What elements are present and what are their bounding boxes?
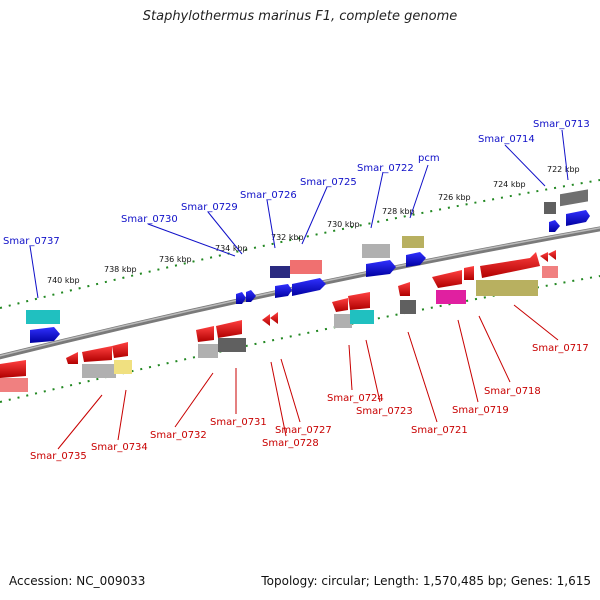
reverse-strand-track (0, 275, 600, 403)
gene-box (436, 290, 466, 304)
gene-arrow-reverse (262, 314, 270, 326)
kbp-label: 730 kbp (327, 220, 360, 229)
kbp-label: 726 kbp (438, 193, 471, 202)
gene-box (362, 244, 390, 258)
gene-box (544, 202, 556, 214)
kbp-scale: 722 kbp 724 kbp 726 kbp 728 kbp 730 kbp … (47, 165, 580, 285)
kbp-label: 722 kbp (547, 165, 580, 174)
gene-arrow-reverse (480, 252, 540, 278)
gene-arrow-reverse (196, 326, 214, 342)
gene-arrow-forward (366, 260, 396, 277)
gene-arrow-reverse (432, 270, 462, 288)
kbp-label: 732 kbp (271, 233, 304, 242)
reverse-gene-labels: Smar_0717 Smar_0718 Smar_0719 Smar_0721 … (30, 343, 589, 462)
gene-label: Smar_0718 (484, 386, 541, 397)
accession-text: Accession: NC_009033 (9, 574, 146, 588)
gene-label: Smar_0714 (478, 134, 535, 145)
kbp-label: 738 kbp (104, 265, 137, 274)
gene-label: Smar_0731 (210, 417, 267, 428)
gene-box (350, 310, 374, 324)
gene-arrow-forward (236, 292, 246, 304)
gene-arrow-reverse (112, 342, 128, 358)
gene-label: Smar_0719 (452, 405, 509, 416)
gene-box (476, 280, 538, 296)
gene-box (290, 260, 322, 274)
gene-label: Smar_0717 (532, 343, 589, 354)
gene-label: Smar_0713 (533, 119, 590, 130)
gene-arrow-reverse (348, 292, 370, 310)
gene-arrow-reverse (270, 312, 278, 324)
forward-gene-labels: Smar_0713 Smar_0714 pcm Smar_0722 Smar_0… (3, 119, 590, 247)
gene-box (198, 344, 218, 358)
gene-arrow-reverse (82, 346, 112, 362)
kbp-label: 728 kbp (382, 207, 415, 216)
gene-label: Smar_0725 (300, 177, 357, 188)
gene-label: Smar_0730 (121, 214, 178, 225)
gene-box (334, 314, 352, 328)
kbp-label: 724 kbp (493, 180, 526, 189)
kbp-label: 740 kbp (47, 276, 80, 285)
gene-label: Smar_0728 (262, 438, 319, 449)
gene-box (0, 378, 28, 392)
bottom-leader-lines (57, 304, 559, 450)
page-title: Staphylothermus marinus F1, complete gen… (142, 9, 458, 24)
reverse-genes (0, 250, 558, 392)
gene-box (400, 300, 416, 314)
gene-label: Smar_0732 (150, 430, 207, 441)
gene-arrow-reverse (332, 298, 348, 312)
gene-label: Smar_0727 (275, 425, 332, 436)
gene-arrow-forward (275, 284, 292, 298)
gene-box (402, 236, 424, 248)
gene-arrow-reverse (0, 360, 26, 378)
gene-label: Smar_0729 (181, 202, 238, 213)
gene-arrow-reverse (548, 250, 556, 260)
gene-arrow-forward (292, 278, 326, 296)
gene-box (26, 310, 60, 324)
gene-box (270, 266, 290, 278)
gene-arrow-reverse (464, 266, 474, 280)
kbp-label: 734 kbp (215, 244, 248, 253)
gene-box (542, 266, 558, 278)
gene-arrow-forward (30, 327, 60, 343)
gene-arrow-reverse (540, 252, 548, 262)
gene-label: pcm (418, 153, 440, 164)
gene-label: Smar_0737 (3, 236, 60, 247)
gene-arrow-reverse (398, 282, 410, 296)
genome-summary-text: Topology: circular; Length: 1,570,485 bp… (261, 574, 591, 588)
gene-arrow-forward (549, 220, 560, 232)
gene-box (82, 364, 116, 378)
gene-label: Smar_0726 (240, 190, 297, 201)
gene-box (560, 189, 588, 207)
gene-label: Smar_0724 (327, 393, 384, 404)
gene-arrow-reverse (66, 352, 78, 364)
gene-label: Smar_0723 (356, 406, 413, 417)
gene-arrow-forward (406, 252, 426, 267)
gene-label: Smar_0734 (91, 442, 148, 453)
gene-label: Smar_0735 (30, 451, 87, 462)
top-leader-lines (29, 129, 569, 299)
gene-box (114, 360, 132, 374)
gene-arrow-forward (246, 290, 256, 302)
gene-arrow-reverse (216, 320, 242, 338)
gene-box (218, 338, 246, 352)
gene-label: Smar_0721 (411, 425, 468, 436)
gene-label: Smar_0722 (357, 163, 414, 174)
gene-arrow-forward (566, 210, 590, 226)
forward-genes (26, 189, 590, 343)
kbp-label: 736 kbp (159, 255, 192, 264)
